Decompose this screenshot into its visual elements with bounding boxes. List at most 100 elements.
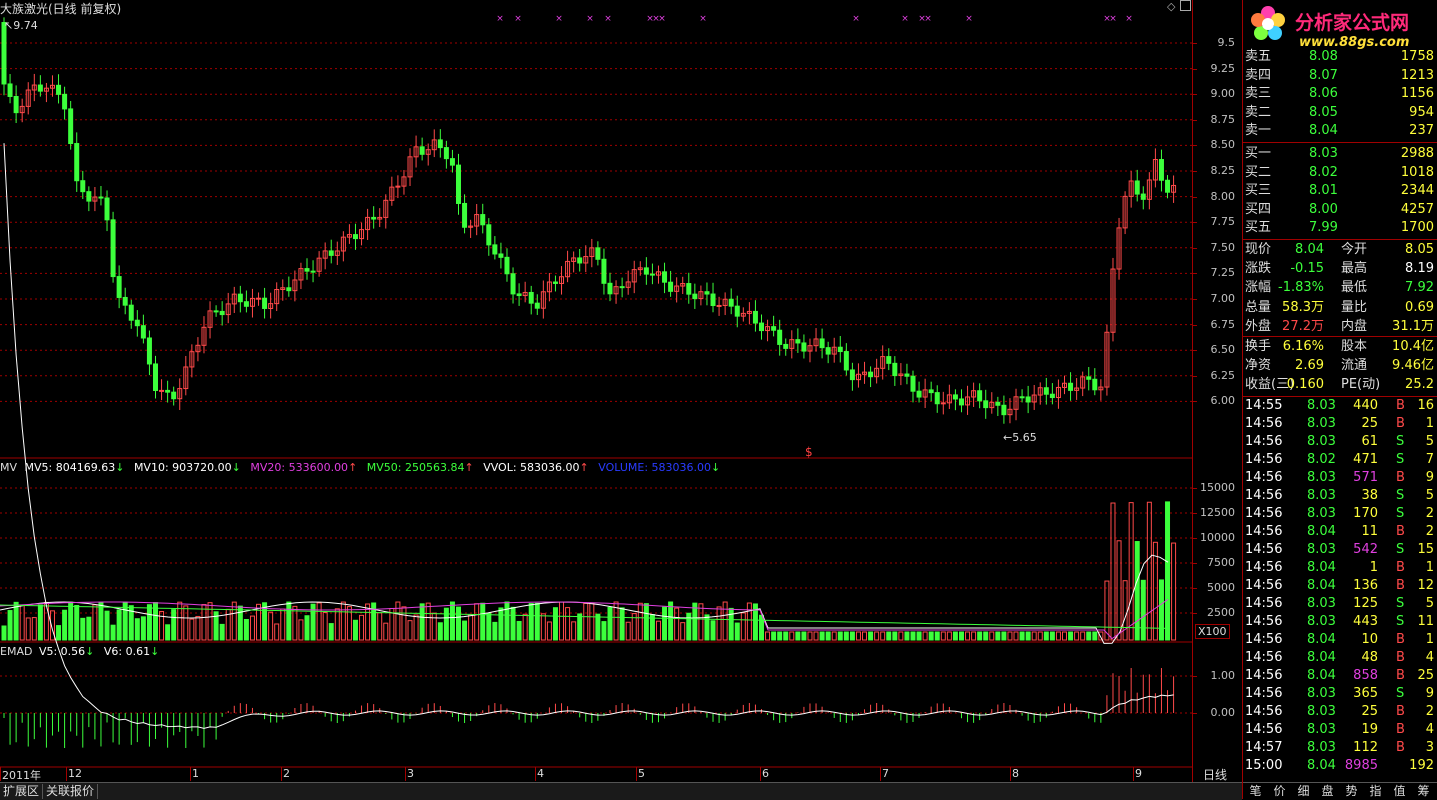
volume-bar xyxy=(795,631,801,641)
x-axis-label: 12 xyxy=(68,767,82,780)
panel-tab[interactable]: 值 xyxy=(1393,784,1406,798)
panel-tab-divider xyxy=(1243,782,1437,783)
panel-tab[interactable]: 筹 xyxy=(1417,784,1430,798)
y-axis-tick xyxy=(1193,171,1197,172)
fund-label: 换手 xyxy=(1245,339,1272,354)
tick-count: 2 xyxy=(1425,704,1434,719)
signal-x-marker: × xyxy=(901,14,909,24)
candle-body xyxy=(1104,331,1110,388)
candle-body xyxy=(1001,404,1007,416)
candle-body xyxy=(213,310,219,313)
volume-bar xyxy=(207,602,213,641)
volume-bar xyxy=(468,614,474,641)
tick-row: 14:56 8.04 1 B 1 xyxy=(1244,559,1436,577)
volume-bar xyxy=(1055,631,1061,641)
tick-count: 4 xyxy=(1425,650,1434,665)
tick-volume: 542 xyxy=(1353,542,1378,557)
ask-volume: 237 xyxy=(1409,123,1434,139)
signal-x-marker: × xyxy=(852,14,860,24)
panel-tab[interactable]: 盘 xyxy=(1321,784,1334,798)
tick-count: 1 xyxy=(1425,632,1434,647)
tick-price: 8.03 xyxy=(1307,506,1336,521)
candle-body xyxy=(292,279,298,292)
tick-time: 14:57 xyxy=(1245,740,1283,755)
candle-body xyxy=(231,293,237,305)
candle-body xyxy=(316,257,322,272)
y-axis-tick xyxy=(1193,513,1197,514)
quote-value: 27.2万 xyxy=(1282,318,1324,334)
x-axis-tick xyxy=(0,767,1,781)
volume-bar xyxy=(534,602,540,641)
volume-bar xyxy=(1068,631,1074,641)
candle-body xyxy=(813,338,819,347)
x-axis-label: 4 xyxy=(537,767,544,780)
tab-extension-area[interactable]: 扩展区 xyxy=(0,784,44,799)
candle-body xyxy=(952,394,958,400)
volume-bar xyxy=(577,613,583,641)
volume-bar xyxy=(189,618,195,641)
candle-body xyxy=(643,267,649,275)
candle-body xyxy=(7,83,13,97)
x-axis-label: 2 xyxy=(283,767,290,780)
panel-tab[interactable]: 势 xyxy=(1345,784,1358,798)
y-axis-label: 7.00 xyxy=(1210,292,1236,305)
candle-body xyxy=(110,219,116,278)
tick-time: 14:56 xyxy=(1245,560,1283,575)
period-label[interactable]: 日线 xyxy=(1203,768,1228,782)
volume-bar xyxy=(777,631,783,641)
kline-chart[interactable]: × × × × × ××× × × × ×× × ×× × xyxy=(0,0,1192,782)
tick-row: 14:56 8.03 365 S 9 xyxy=(1244,685,1436,703)
signal-x-marker: × xyxy=(1103,14,1111,24)
candle-body xyxy=(456,164,461,204)
y-axis-label: 9.25 xyxy=(1210,61,1236,75)
candle-body xyxy=(56,84,62,95)
candle-body xyxy=(692,293,698,300)
tab-related-quotes[interactable]: 关联报价 xyxy=(43,784,99,799)
tick-price: 8.04 xyxy=(1307,578,1336,593)
candle-body xyxy=(771,326,777,331)
candle-body xyxy=(783,343,789,349)
panel-tab[interactable]: 指 xyxy=(1369,784,1382,798)
candle-body xyxy=(922,389,928,398)
mv50-line xyxy=(0,604,1171,629)
candle-body xyxy=(649,273,655,276)
candle-body xyxy=(395,185,401,188)
bid-volume: 4257 xyxy=(1400,201,1434,217)
volume-bar xyxy=(437,622,443,641)
signal-x-marker: × xyxy=(604,14,612,24)
diamond-icon[interactable]: ◇ xyxy=(1167,0,1176,13)
volume-bar xyxy=(910,631,916,641)
panel-tab[interactable]: 价 xyxy=(1273,784,1286,798)
candle-body xyxy=(153,363,158,391)
tick-side: B xyxy=(1396,722,1405,737)
signal-x-marker: × xyxy=(658,14,666,24)
ask-row: 卖五 8.08 1758 xyxy=(1244,48,1436,66)
maximize-icon[interactable] xyxy=(1180,0,1191,11)
fund-label: PE(动) xyxy=(1341,377,1381,393)
candle-body xyxy=(1134,180,1140,195)
volume-bar xyxy=(1128,502,1134,641)
volume-bar xyxy=(559,601,565,641)
candle-body xyxy=(304,268,310,272)
volume-bar xyxy=(1025,631,1031,641)
emad-v5: V5: 0.56 xyxy=(38,645,86,658)
candle-body xyxy=(510,273,516,295)
tick-time: 14:56 xyxy=(1245,578,1283,593)
candle-body xyxy=(977,390,983,402)
volume-bar xyxy=(462,620,468,641)
volume-bar xyxy=(540,613,546,641)
candle-body xyxy=(134,319,140,327)
panel-tab[interactable]: 细 xyxy=(1297,784,1310,798)
low-price-label: ←5.65 xyxy=(1003,431,1037,444)
panel-tab[interactable]: 笔 xyxy=(1249,784,1262,798)
tick-price: 8.03 xyxy=(1307,704,1336,719)
chart-area[interactable]: × × × × × × × × × × × × × × × × × 大族激光(日线 前复权) ↖9.74 ←5.… xyxy=(0,0,1192,799)
tick-time: 14:56 xyxy=(1245,650,1283,665)
candle-body xyxy=(831,346,837,355)
quote-value: 0.69 xyxy=(1405,299,1434,315)
candle-body xyxy=(655,271,661,276)
arrow-up-icon: ↑ xyxy=(348,461,358,474)
signal-x-marker: × xyxy=(514,14,522,24)
volume-bar xyxy=(1049,631,1055,641)
volume-bar xyxy=(1086,631,1092,641)
